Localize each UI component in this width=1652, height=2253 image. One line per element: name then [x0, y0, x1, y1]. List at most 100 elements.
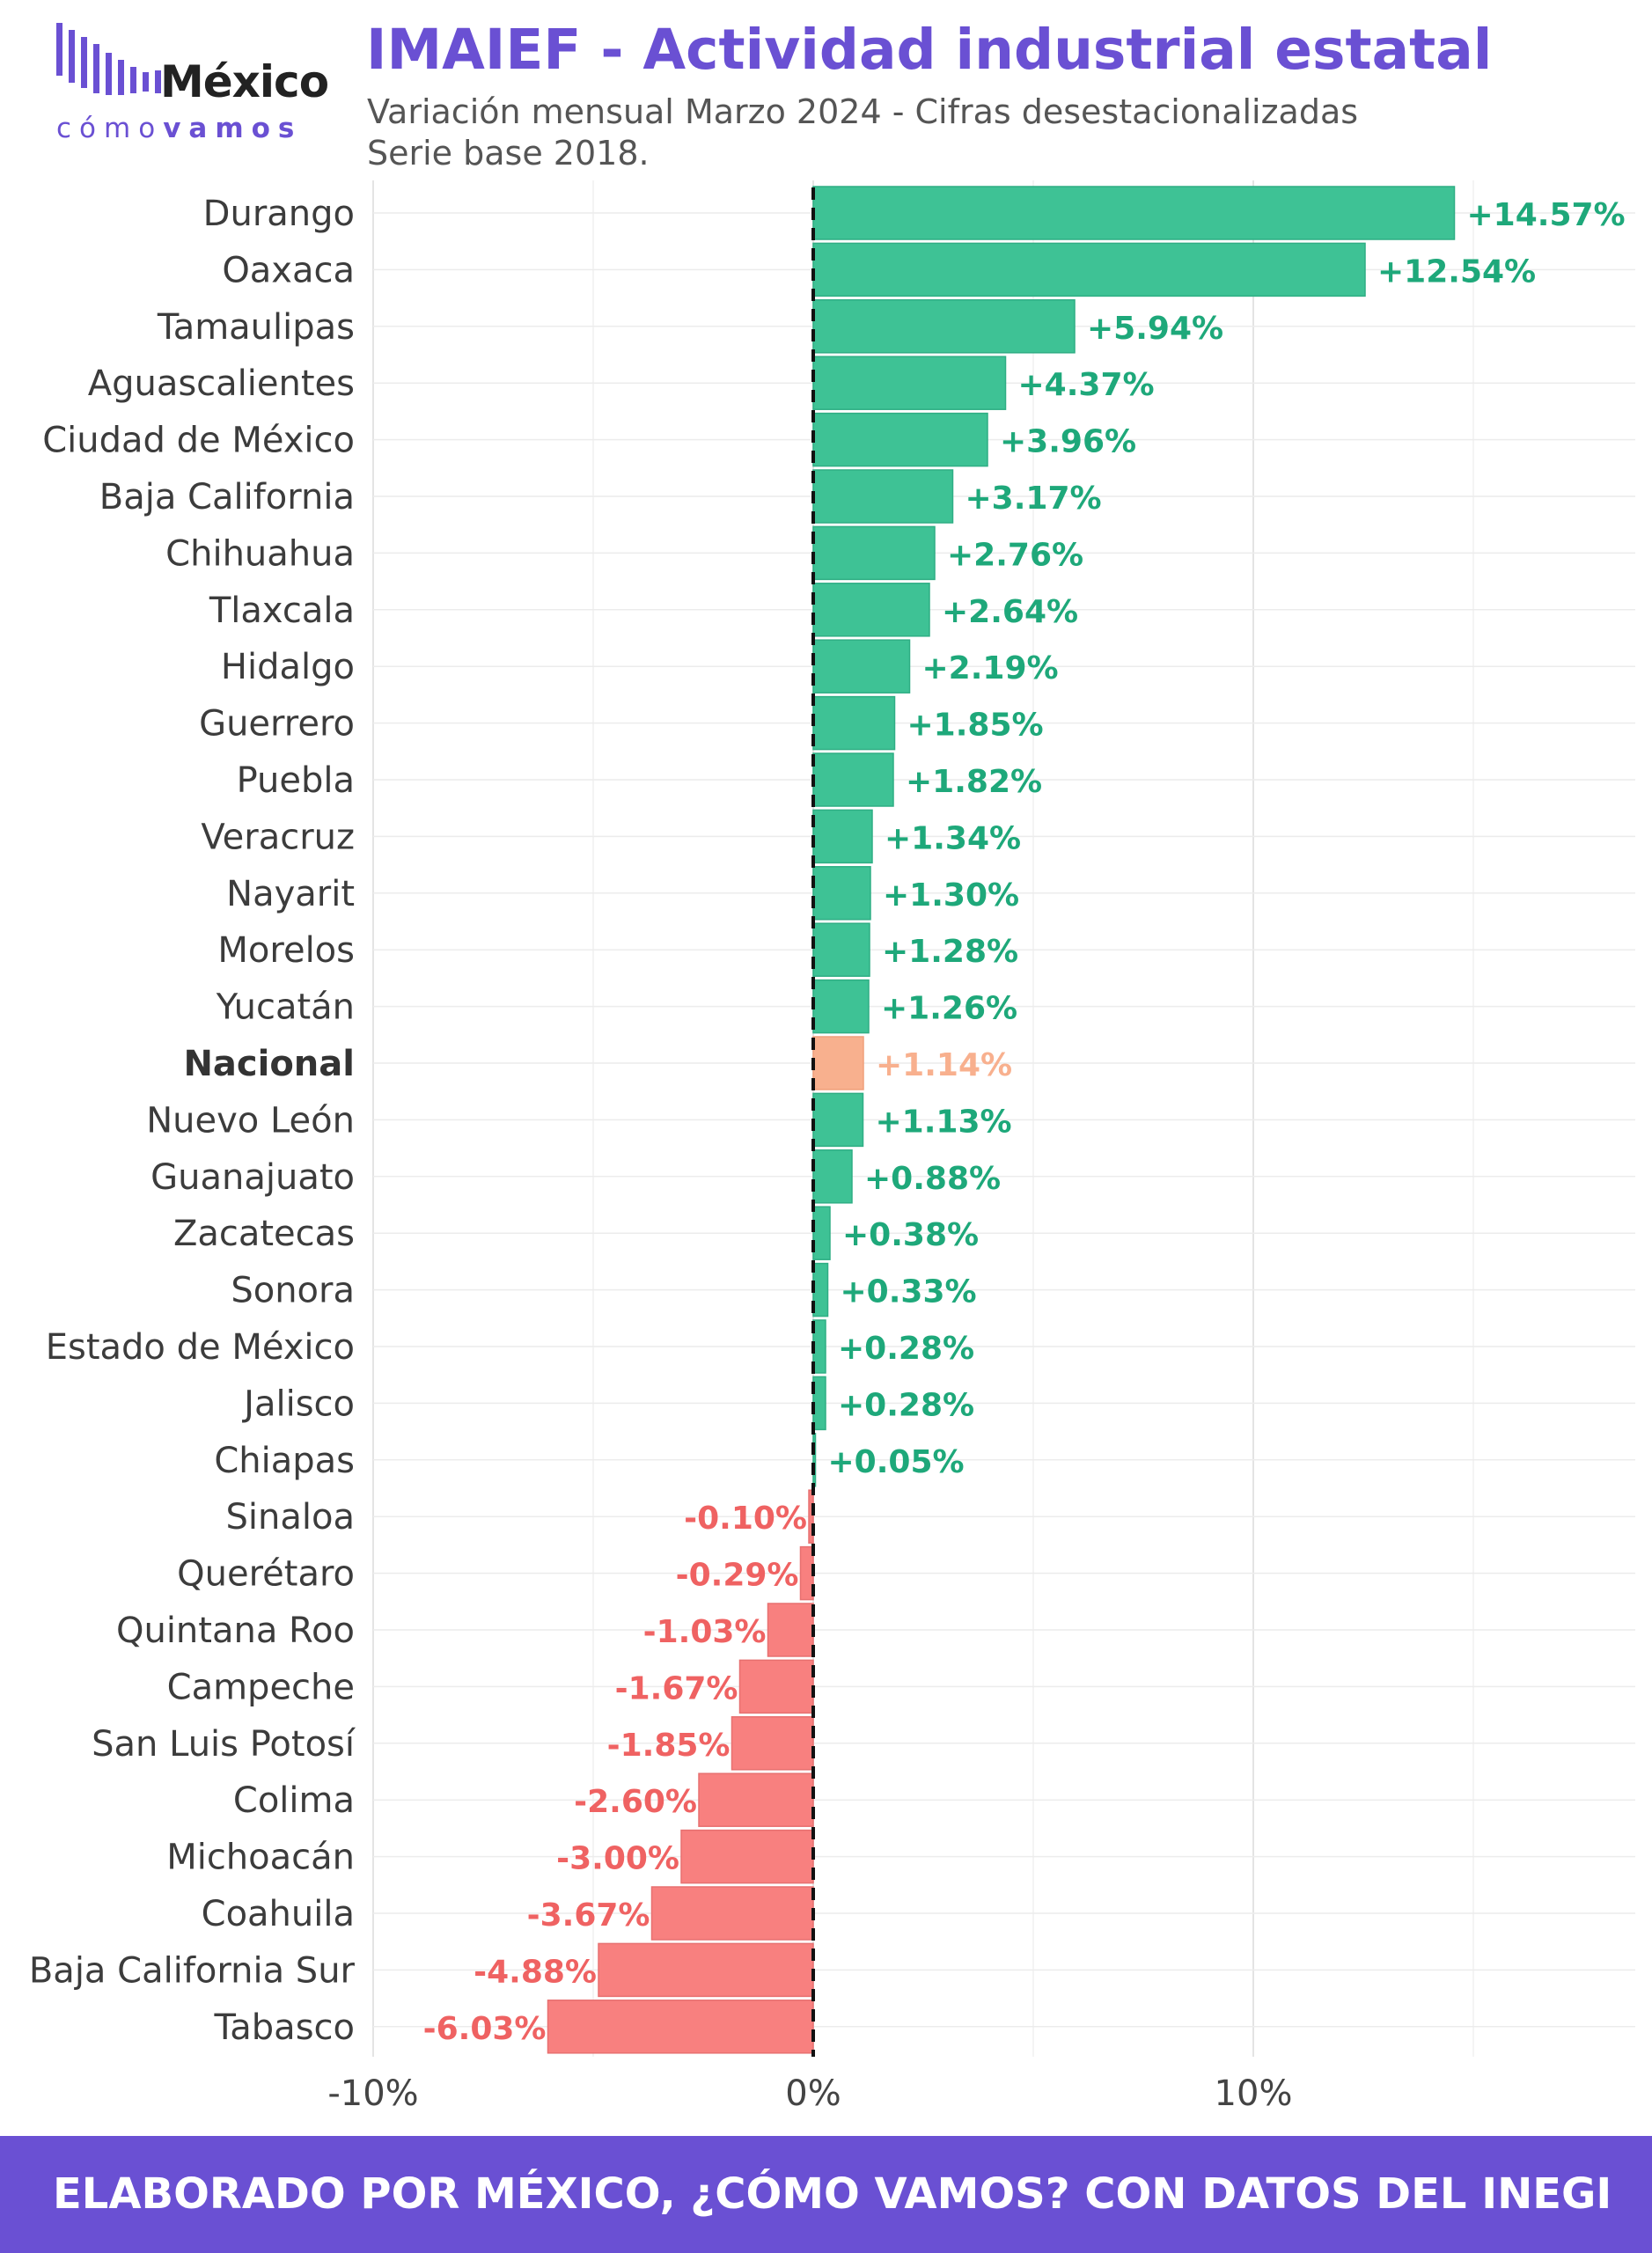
- bar: [812, 1149, 853, 1204]
- data-label: +2.64%: [942, 594, 1078, 630]
- category-label: Ciudad de México: [42, 421, 355, 461]
- data-label: -1.03%: [643, 1614, 767, 1650]
- bar: [812, 1262, 829, 1317]
- x-tick-label: 10%: [1215, 2073, 1293, 2114]
- bar: [812, 356, 1007, 410]
- data-label: -0.10%: [684, 1501, 807, 1537]
- category-label: Aguascalientes: [88, 363, 355, 404]
- category-label: Hidalgo: [221, 647, 355, 687]
- bar: [812, 1376, 826, 1431]
- data-label: +0.33%: [841, 1274, 977, 1310]
- category-label: Baja California: [99, 477, 355, 517]
- bar: [698, 1772, 814, 1827]
- logo: México cómovamos: [55, 16, 345, 144]
- data-label: +1.28%: [882, 934, 1018, 970]
- data-label: +3.17%: [966, 481, 1102, 517]
- category-label: Guerrero: [199, 704, 355, 745]
- data-label: +1.82%: [906, 764, 1042, 800]
- category-label: Morelos: [217, 930, 355, 971]
- bar: [680, 1829, 814, 1884]
- bar: [547, 2000, 814, 2054]
- category-label: Guanajuato: [151, 1157, 355, 1198]
- data-label: +0.28%: [838, 1331, 974, 1367]
- x-tick-label: -10%: [327, 2073, 418, 2114]
- data-label: -3.00%: [556, 1841, 679, 1877]
- footer-banner: ELABORADO POR MÉXICO, ¿CÓMO VAMOS? CON D…: [0, 2136, 1652, 2253]
- category-label: Baja California Sur: [29, 1950, 356, 1991]
- data-label: -0.29%: [676, 1558, 799, 1594]
- bar: [812, 809, 873, 864]
- bar: [812, 866, 871, 921]
- data-label: +1.14%: [876, 1047, 1012, 1083]
- subtitle-line-2: Serie base 2018.: [367, 134, 650, 172]
- subtitle-line-1: Variación mensual Marzo 2024 - Cifras de…: [367, 92, 1359, 131]
- category-label: Tlaxcala: [209, 591, 355, 631]
- bar: [812, 922, 870, 977]
- bar: [808, 1489, 814, 1544]
- category-label: Campeche: [167, 1667, 355, 1707]
- data-label: +1.34%: [885, 820, 1021, 856]
- data-label: +4.37%: [1018, 367, 1155, 403]
- chart-subtitle: Variación mensual Marzo 2024 - Cifras de…: [367, 92, 1358, 174]
- data-label: +14.57%: [1467, 197, 1626, 233]
- category-label: San Luis Potosí: [92, 1724, 356, 1765]
- bar: [812, 1319, 826, 1374]
- category-label: Sinaloa: [226, 1497, 355, 1537]
- category-label: Sonora: [231, 1271, 355, 1311]
- bar: [812, 412, 988, 467]
- category-label: Michoacán: [166, 1838, 355, 1878]
- category-label: Zacatecas: [173, 1214, 355, 1254]
- bar: [812, 1433, 817, 1487]
- bar: [812, 979, 870, 1034]
- bar: [767, 1603, 814, 1657]
- data-label: +0.38%: [842, 1217, 979, 1253]
- bar: [812, 639, 911, 694]
- bar: [812, 525, 936, 581]
- category-label: Estado de México: [46, 1327, 355, 1368]
- category-label: Puebla: [237, 760, 355, 801]
- category-label: Coahuila: [202, 1894, 355, 1934]
- data-label: +0.88%: [864, 1161, 1001, 1197]
- bar: [812, 752, 894, 807]
- logo-bars-icon: [56, 23, 161, 95]
- bar: [812, 1206, 831, 1260]
- data-label: +2.19%: [922, 650, 1059, 686]
- data-label: -2.60%: [574, 1784, 697, 1820]
- bar: [731, 1716, 814, 1771]
- data-label: +0.28%: [838, 1387, 974, 1423]
- x-tick-label: 0%: [785, 2073, 841, 2114]
- bar: [812, 242, 1366, 297]
- data-label: -1.67%: [615, 1670, 738, 1706]
- data-label: +2.76%: [947, 537, 1083, 573]
- bar: [812, 1092, 864, 1148]
- bar: [799, 1545, 814, 1601]
- category-label: Nacional: [183, 1044, 355, 1084]
- category-label: Nuevo León: [146, 1100, 355, 1141]
- category-label: Yucatán: [216, 987, 355, 1028]
- data-label: -1.85%: [607, 1728, 731, 1764]
- bar: [812, 1036, 864, 1090]
- category-label: Oaxaca: [222, 250, 355, 290]
- category-label: Chihuahua: [165, 533, 355, 574]
- category-label: Colima: [233, 1780, 355, 1821]
- data-label: +1.30%: [883, 877, 1019, 914]
- logo-tagline: cómovamos: [56, 113, 302, 144]
- category-label: Nayarit: [226, 874, 355, 914]
- bar-chart: Durango +14.57% Oaxaca +12.54% Tamaulipas +5.…: [29, 180, 1635, 2114]
- logo-tagline-bold: vamos: [163, 113, 303, 144]
- data-label: +12.54%: [1377, 253, 1536, 290]
- data-label: +5.94%: [1087, 311, 1223, 347]
- footer-credit: ELABORADO POR MÉXICO, ¿CÓMO VAMOS? CON D…: [53, 2169, 1612, 2219]
- logo-tagline-light: cómo: [56, 113, 164, 144]
- chart-title: IMAIEF - Actividad industrial estatal: [366, 18, 1493, 82]
- data-label: +1.26%: [881, 991, 1017, 1027]
- bar: [812, 299, 1076, 354]
- bar: [738, 1659, 814, 1714]
- bar: [598, 1942, 814, 1998]
- category-label: Tamaulipas: [157, 307, 355, 348]
- data-label: -3.67%: [527, 1897, 650, 1934]
- category-label: Chiapas: [214, 1441, 355, 1481]
- data-label: +1.85%: [907, 708, 1044, 744]
- category-label: Tabasco: [213, 2007, 355, 2048]
- data-label: +1.13%: [876, 1104, 1012, 1140]
